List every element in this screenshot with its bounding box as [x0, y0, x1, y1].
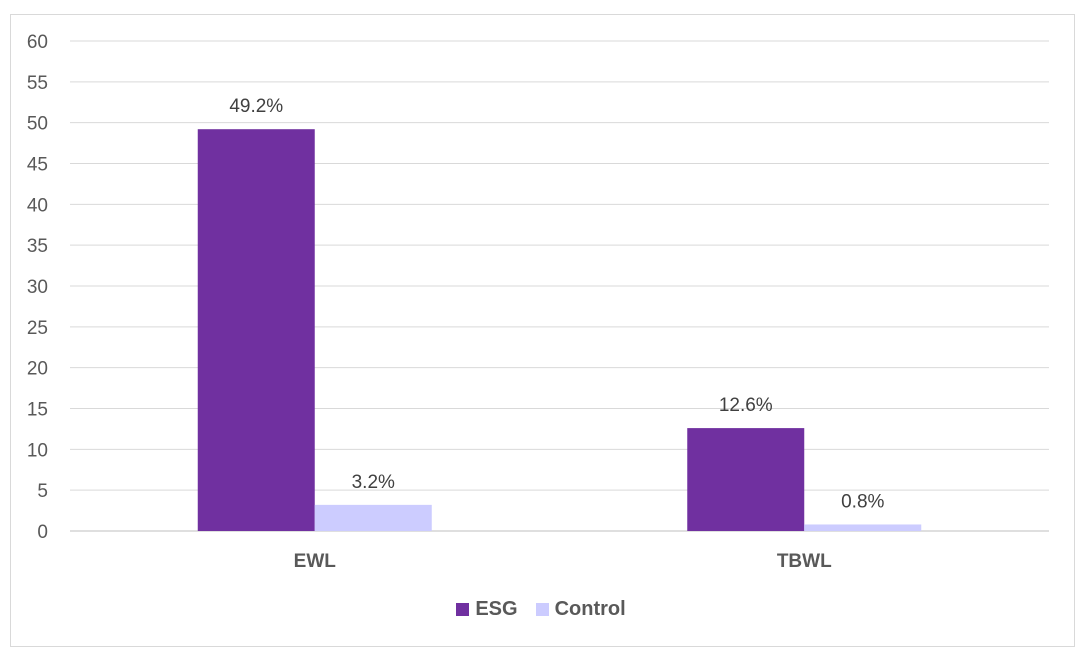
data-label: 12.6%: [719, 395, 773, 416]
bar-esg: [687, 428, 805, 531]
legend-swatch: [535, 603, 549, 616]
legend-item: Control: [535, 598, 626, 621]
y-tick-label: 5: [37, 481, 48, 502]
y-tick-label: 40: [27, 195, 48, 216]
y-tick-label: 0: [37, 522, 48, 543]
y-tick-label: 10: [27, 440, 48, 461]
legend-label: Control: [554, 598, 626, 620]
y-tick-label: 20: [27, 359, 48, 380]
y-tick-label: 35: [27, 236, 48, 257]
legend-swatch: [456, 603, 470, 616]
x-tick-label: EWL: [294, 551, 337, 572]
y-tick-label: 30: [27, 277, 48, 298]
data-label: 3.2%: [352, 472, 395, 493]
legend: ESG Control: [0, 598, 1082, 621]
y-tick-label: 55: [27, 73, 48, 94]
legend-item: ESG: [456, 598, 518, 621]
bar-control: [804, 524, 922, 531]
legend-label: ESG: [475, 598, 518, 620]
x-tick-label: TBWL: [777, 551, 832, 572]
y-tick-label: 25: [27, 318, 48, 339]
y-tick-label: 50: [27, 114, 48, 135]
y-tick-label: 60: [27, 32, 48, 53]
y-tick-label: 15: [27, 400, 48, 421]
data-label: 49.2%: [229, 96, 283, 117]
bar-esg: [197, 129, 315, 531]
data-label: 0.8%: [841, 491, 884, 512]
chart-frame: [10, 14, 1075, 647]
y-tick-label: 45: [27, 155, 48, 176]
bar-control: [314, 504, 432, 531]
